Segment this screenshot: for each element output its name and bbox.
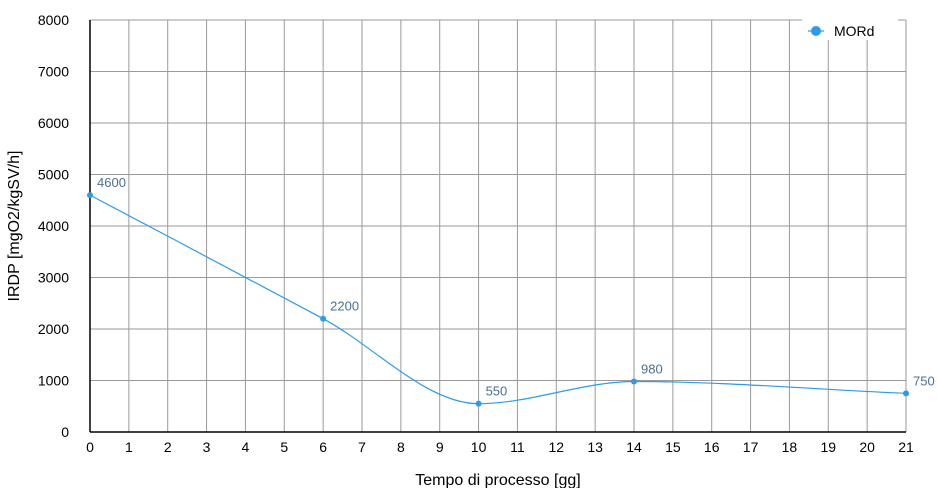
axes — [89, 20, 906, 433]
x-tick-label: 10 — [471, 439, 487, 455]
data-label: 550 — [486, 384, 508, 399]
y-tick-label: 7000 — [38, 64, 69, 80]
data-point — [903, 390, 909, 397]
x-tick-label: 14 — [626, 439, 642, 455]
data-label: 750 — [913, 373, 935, 388]
grid-lines — [89, 19, 907, 433]
data-label: 980 — [641, 362, 663, 377]
legend: MORd — [802, 18, 898, 40]
x-axis-title: Tempo di processo [gg] — [415, 472, 580, 488]
legend-background — [802, 18, 898, 40]
x-tick-label: 4 — [242, 439, 250, 455]
y-tick-label: 5000 — [38, 167, 69, 183]
data-point — [631, 378, 637, 385]
x-tick-label: 9 — [436, 439, 444, 455]
data-point — [320, 315, 327, 322]
x-tick-label: 18 — [782, 439, 798, 455]
x-tick-label: 8 — [397, 439, 405, 455]
y-tick-labels: 0 1000 2000 3000 4000 5000 6000 7000 8000 — [38, 12, 69, 440]
y-tick-label: 4000 — [38, 218, 69, 234]
data-point — [87, 192, 93, 199]
y-tick-label: 6000 — [38, 115, 69, 131]
data-label: 2200 — [330, 299, 359, 314]
y-tick-label: 2000 — [38, 321, 69, 337]
y-tick-label: 1000 — [38, 373, 69, 389]
data-label: 4600 — [97, 175, 126, 190]
y-axis-title: IRDP [mgO2/kgSV/h] — [6, 151, 23, 302]
y-tick-label: 0 — [61, 424, 69, 440]
data-point — [475, 400, 482, 407]
x-tick-label: 1 — [125, 439, 133, 455]
x-tick-label: 20 — [859, 439, 875, 455]
x-tick-label: 19 — [820, 439, 836, 455]
series-group: 4600 2200 550 980 750 — [87, 175, 935, 407]
x-tick-label: 17 — [743, 439, 759, 455]
x-tick-label: 3 — [203, 439, 211, 455]
x-tick-label: 5 — [280, 439, 288, 455]
x-tick-label: 0 — [86, 439, 94, 455]
x-tick-label: 7 — [358, 439, 366, 455]
x-tick-label: 6 — [319, 439, 327, 455]
x-tick-label: 2 — [164, 439, 172, 455]
y-tick-label: 8000 — [38, 12, 69, 28]
x-tick-label: 11 — [510, 439, 525, 455]
y-tick-label: 3000 — [38, 270, 69, 286]
x-tick-labels: 0 1 2 3 4 5 6 7 8 9 10 11 12 13 14 15 16 17 18 19 20 21 — [86, 439, 914, 455]
x-tick-label: 13 — [587, 439, 603, 455]
x-tick-label: 12 — [548, 439, 564, 455]
legend-marker — [811, 26, 821, 36]
x-tick-label: 16 — [704, 439, 720, 455]
x-tick-label: 21 — [898, 439, 914, 455]
x-tick-label: 15 — [665, 439, 681, 455]
legend-entry-mord: MORd — [834, 23, 874, 39]
